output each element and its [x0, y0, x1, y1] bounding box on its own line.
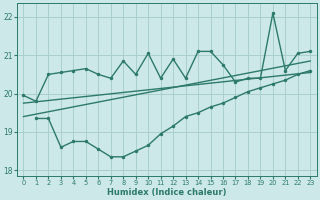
X-axis label: Humidex (Indice chaleur): Humidex (Indice chaleur)	[107, 188, 227, 197]
